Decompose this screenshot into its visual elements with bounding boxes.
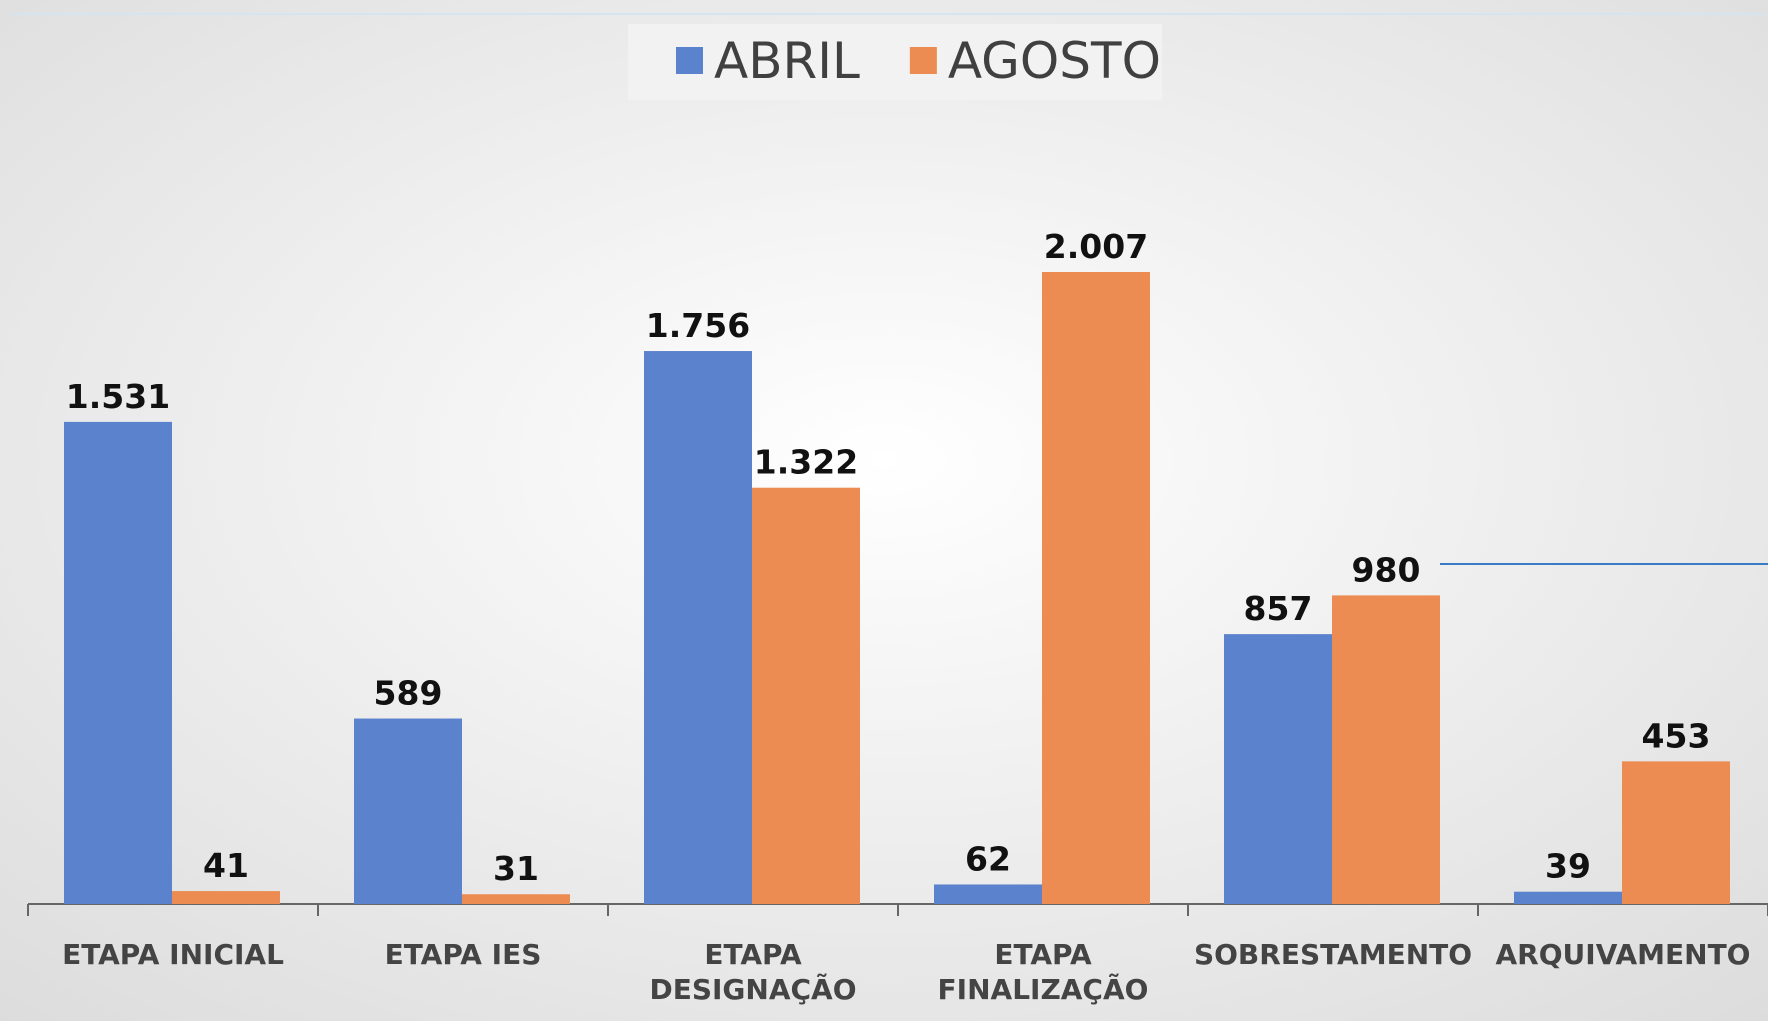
- bar: [354, 718, 462, 904]
- value-label: 41: [203, 846, 249, 885]
- value-label: 1.756: [646, 306, 750, 345]
- value-label: 589: [374, 674, 443, 713]
- value-label: 62: [965, 839, 1011, 878]
- value-label: 1.322: [754, 443, 858, 482]
- legend-swatch: [676, 47, 703, 74]
- x-tick-label: ETAPA INICIAL: [62, 938, 284, 971]
- bar: [1332, 595, 1440, 904]
- x-tick-label: ARQUIVAMENTO: [1496, 938, 1751, 971]
- bar: [644, 351, 752, 904]
- bar: [752, 487, 860, 904]
- bar: [64, 421, 172, 904]
- legend-box: [628, 24, 1162, 100]
- bar: [1042, 272, 1150, 904]
- bar: [462, 894, 570, 904]
- legend-label: ABRIL: [714, 32, 860, 90]
- value-label: 1.531: [66, 377, 170, 416]
- value-label: 39: [1545, 847, 1591, 886]
- bar: [934, 884, 1042, 904]
- bar: [1224, 634, 1332, 904]
- value-label: 453: [1642, 716, 1711, 755]
- bar: [172, 891, 280, 904]
- value-label: 980: [1352, 550, 1421, 589]
- value-label: 2.007: [1044, 227, 1148, 266]
- bar: [1514, 891, 1622, 904]
- value-label: 31: [493, 849, 539, 888]
- legend-label: AGOSTO: [948, 32, 1161, 90]
- x-tick-label: SOBRESTAMENTO: [1194, 938, 1472, 971]
- x-tick-label: ETAPA DESIGNAÇÃO: [649, 938, 856, 1006]
- legend-swatch: [909, 47, 937, 74]
- x-tick-label: ETAPA FINALIZAÇÃO: [938, 938, 1149, 1006]
- value-label: 857: [1244, 589, 1313, 628]
- bar: [1622, 761, 1730, 904]
- x-tick-label: ETAPA IES: [385, 938, 542, 971]
